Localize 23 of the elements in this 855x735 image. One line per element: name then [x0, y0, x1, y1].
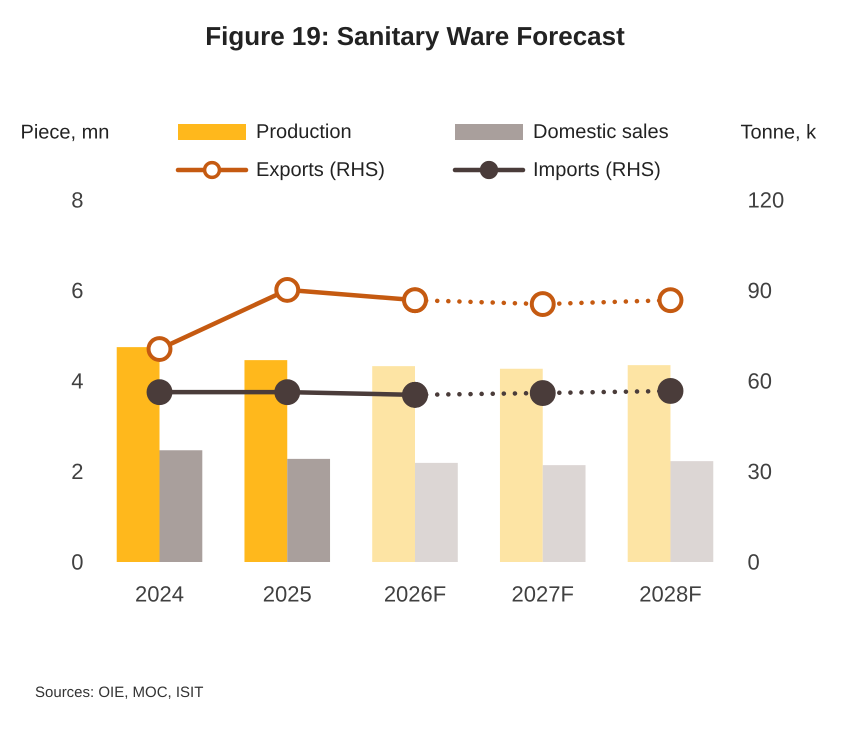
chart-title: Figure 19: Sanitary Ware Forecast	[205, 21, 626, 51]
x-tick-label: 2024	[135, 582, 184, 606]
legend-label: Exports (RHS)	[256, 159, 385, 181]
y-tick-label: 2	[71, 459, 84, 484]
y-tick-label: 6	[71, 278, 84, 303]
y2-tick-label: 30	[748, 459, 772, 484]
y-tick-label: 4	[71, 368, 84, 394]
y-axis-title: Piece, mn	[20, 122, 110, 144]
y2-tick-label: 0	[748, 550, 760, 574]
x-tick-label: 2026F	[384, 582, 446, 606]
y2-tick-label: 120	[748, 188, 784, 212]
source-note: Sources: OIE, MOC, ISIT	[35, 684, 204, 701]
legend-label: Domestic sales	[533, 121, 669, 143]
x-tick-label: 2028F	[639, 582, 702, 606]
legend-label: Imports (RHS)	[533, 159, 661, 181]
y2-tick-label: 90	[748, 278, 772, 303]
x-tick-label: 2025	[262, 582, 312, 606]
y-tick-label: 0	[71, 550, 84, 574]
y2-tick-label: 60	[748, 368, 772, 394]
y2-axis-title: Tonne, k	[740, 122, 818, 144]
x-tick-label: 2027F	[512, 582, 574, 606]
y-tick-label: 8	[71, 188, 84, 212]
legend-label: Production	[256, 121, 352, 143]
